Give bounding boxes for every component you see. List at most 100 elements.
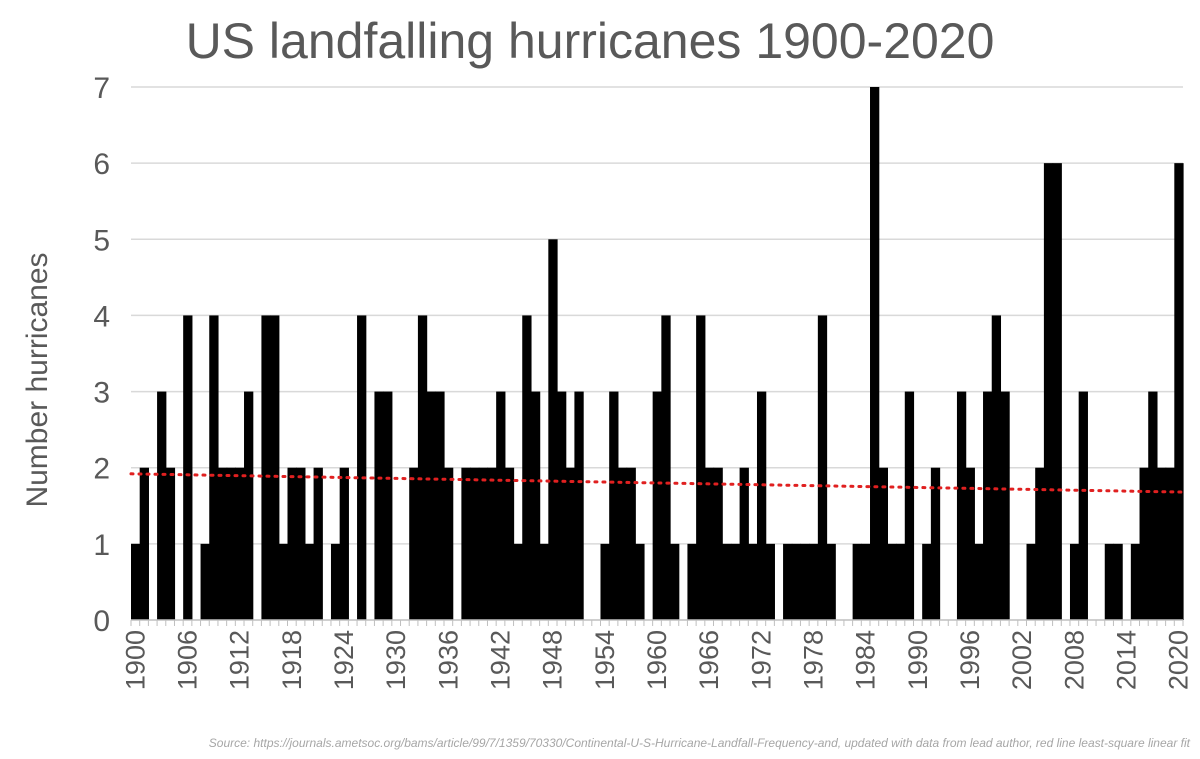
bar <box>1148 391 1158 620</box>
x-tick-label: 2008 <box>1059 630 1089 690</box>
x-tick-label: 1966 <box>694 630 724 690</box>
bar <box>287 467 297 620</box>
bars <box>131 87 1184 621</box>
bar <box>617 467 628 620</box>
bar <box>791 543 802 620</box>
bar <box>748 543 758 620</box>
bar <box>200 543 210 620</box>
bar <box>496 391 506 620</box>
x-tick-label: 2002 <box>1007 630 1037 690</box>
bar <box>956 391 967 620</box>
bar <box>965 467 975 620</box>
bar <box>548 239 558 621</box>
x-tick-labels: 1900 1906 1912 1918 1924 1930 1936 1942 1948 1954… <box>120 630 1193 690</box>
x-tick-label: 1924 <box>329 630 359 690</box>
bar <box>661 315 671 620</box>
bar <box>487 467 497 620</box>
bar <box>513 543 523 620</box>
y-tick-label: 6 <box>93 148 110 181</box>
bar <box>1052 163 1062 620</box>
x-tick-label: 1906 <box>173 630 203 690</box>
x-tick-label: 1996 <box>955 630 985 690</box>
bar <box>765 543 775 620</box>
bar <box>904 391 915 620</box>
bar <box>809 543 819 620</box>
x-tick-label: 1900 <box>120 630 150 690</box>
bar <box>1156 467 1167 620</box>
bar <box>1069 543 1080 620</box>
bar <box>357 315 367 620</box>
x-tick-label: 1984 <box>851 630 881 690</box>
trendline <box>129 472 1185 494</box>
bar <box>756 391 767 620</box>
bar <box>670 543 680 620</box>
bar <box>878 467 888 620</box>
bar <box>896 543 906 620</box>
x-tick-label: 1930 <box>381 630 411 690</box>
bar <box>522 315 532 620</box>
y-tick-label: 4 <box>93 300 110 333</box>
bar <box>826 543 836 620</box>
x-tick-label: 1954 <box>590 630 620 690</box>
bar <box>270 315 280 620</box>
axes <box>130 619 1184 626</box>
x-tick-label: 1936 <box>433 630 463 690</box>
y-tick-label: 7 <box>93 72 110 105</box>
x-tick-label: 2020 <box>1164 630 1194 690</box>
bar <box>131 543 141 620</box>
bar <box>278 543 289 620</box>
bar <box>730 543 741 620</box>
bar <box>183 315 193 620</box>
bar <box>296 467 306 620</box>
bar <box>557 391 567 620</box>
bar <box>574 391 584 620</box>
bar <box>609 391 619 620</box>
bar <box>852 543 862 620</box>
bar <box>226 467 236 620</box>
bar <box>1078 391 1088 620</box>
bar <box>426 391 436 620</box>
bar <box>139 467 149 620</box>
y-tick-label: 5 <box>93 224 110 257</box>
bar <box>165 467 176 620</box>
bar <box>435 391 445 620</box>
bar <box>930 467 941 620</box>
bar <box>1043 163 1054 620</box>
y-tick-label: 1 <box>93 529 110 562</box>
x-tick-label: 1918 <box>277 630 307 690</box>
bar <box>722 543 732 620</box>
bar <box>783 543 793 620</box>
x-tick-label: 2014 <box>1111 630 1141 690</box>
bar <box>304 543 315 620</box>
bar <box>383 391 393 620</box>
bar <box>539 543 549 620</box>
y-tick-label: 2 <box>93 453 110 486</box>
bar <box>261 315 271 620</box>
bar <box>409 467 419 620</box>
bar <box>504 467 515 620</box>
bar <box>1104 543 1115 620</box>
bar <box>1174 163 1184 620</box>
bar <box>478 467 489 620</box>
bar <box>713 467 723 620</box>
bar <box>974 543 984 620</box>
bar <box>443 467 454 620</box>
bar <box>339 467 349 620</box>
x-tick-label: 1960 <box>642 630 672 690</box>
bar <box>626 467 636 620</box>
y-tick-label: 3 <box>93 377 110 410</box>
bar <box>565 467 576 620</box>
trendline-line <box>129 472 1185 494</box>
bar <box>244 391 254 620</box>
bar <box>861 543 871 620</box>
bar <box>687 543 697 620</box>
x-tick-label: 1912 <box>225 630 255 690</box>
y-tick-label: 0 <box>93 605 110 638</box>
bar <box>600 543 610 620</box>
bar <box>652 391 662 620</box>
bar <box>1130 543 1141 620</box>
bar <box>1000 391 1010 620</box>
source-note: Source: https://journals.ametsoc.org/bam… <box>208 736 1190 750</box>
bar <box>696 315 706 620</box>
